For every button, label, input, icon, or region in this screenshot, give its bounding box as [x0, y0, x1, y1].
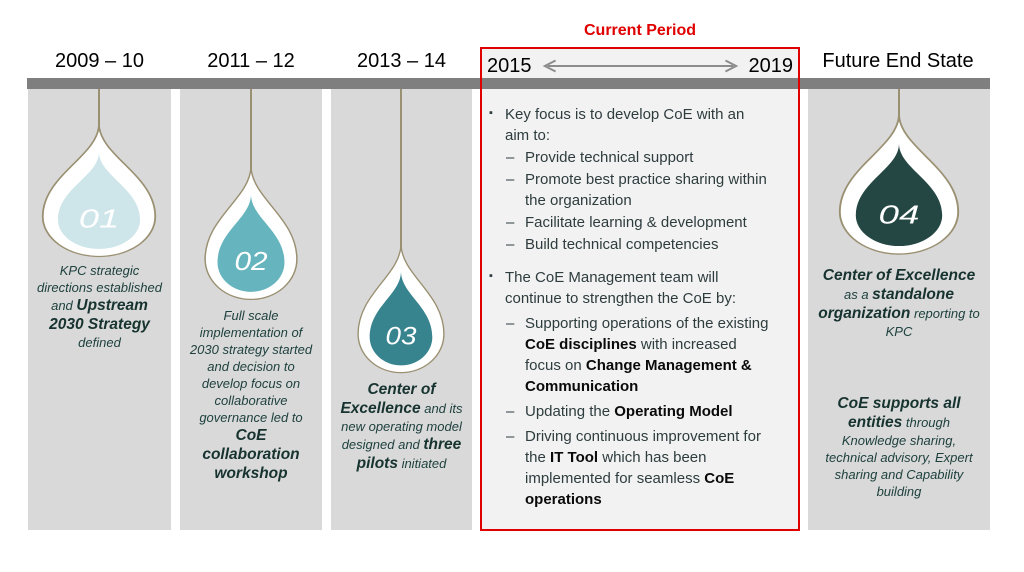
current-period-range: 2015 2019 — [487, 53, 793, 79]
list-item: – Promote best practice sharing within th… — [486, 169, 772, 211]
list-item: – Driving continuous improvement for the … — [486, 426, 772, 510]
list-item: – Facilitate learning & development — [486, 212, 772, 233]
dash-bullet-icon: – — [506, 171, 515, 188]
milestone-text-2013-14: Center of Excellence and its new operati… — [334, 380, 469, 473]
period-label-2009-10: 2009 – 10 — [55, 50, 144, 72]
milestone-1-segment: defined — [78, 335, 121, 350]
square-bullet-icon: ▪ — [489, 270, 493, 282]
milestone-text-2011-12: Full scale implementation of 2030 strate… — [185, 307, 317, 483]
list-item-text: Build technical competencies — [525, 236, 719, 253]
drop-tail-4 — [898, 89, 900, 119]
dash-bullet-icon: – — [506, 214, 515, 231]
drop-tail-3 — [400, 89, 402, 247]
milestone-2-segment: Full scale implementation of 2030 strate… — [189, 308, 313, 425]
current-period-content: ▪ Key focus is to develop CoE with an ai… — [486, 104, 772, 510]
drop-01-number: 01 — [79, 204, 120, 233]
milestone-3-segment: and its new operating model designed and — [341, 401, 463, 452]
drop-01-inner — [57, 152, 141, 249]
list-item-text: Promote best practice sharing within the… — [525, 171, 767, 209]
milestone-2-emphasis: CoE collaboration workshop — [202, 427, 300, 482]
list-item-emphasis: Operating Model — [614, 403, 733, 420]
milestone-4-emphasis: standalone organization — [818, 286, 954, 322]
period-label-future-end-state: Future End State — [822, 50, 974, 72]
drop-04-number: 04 — [879, 200, 920, 230]
bullet-group-2: ▪ The CoE Management team will continue … — [486, 267, 772, 510]
milestone-3-emphasis: Center of Excellence — [340, 381, 436, 417]
list-item-text: Updating the — [525, 403, 615, 420]
list-item-emphasis: IT Tool — [550, 449, 599, 466]
milestone-drop-04: 04 — [838, 115, 960, 255]
list-item-text: which has been implemented for seamless — [525, 449, 707, 487]
milestone-1-emphasis: Upstream 2030 Strategy — [49, 297, 150, 333]
bullet-group-1-items: – Provide technical support – Promote best… — [486, 147, 772, 255]
drop-03-inner — [369, 271, 433, 366]
drop-02-number: 02 — [234, 247, 268, 276]
milestone-1-segment: KPC strategic directions established and — [36, 263, 163, 313]
list-item-text: with increased focus on — [525, 336, 737, 374]
milestone-4b-emphasis: CoE supports all entities — [837, 395, 961, 431]
dash-bullet-icon: – — [506, 236, 515, 253]
milestone-4-segment: reporting to KPC — [885, 306, 980, 339]
milestone-3-segment: initiated — [397, 456, 447, 471]
list-item: – Provide technical support — [486, 147, 772, 168]
list-item-text: Supporting operations of the existing — [525, 315, 769, 332]
milestone-3-emphasis: three pilots — [356, 436, 462, 472]
bullet-group-2-items: – Supporting operations of the existing C… — [486, 313, 772, 510]
dash-bullet-icon: – — [506, 149, 515, 166]
list-item: – Updating the Operating Model — [486, 401, 772, 422]
drop-04-inner — [855, 143, 943, 247]
period-label-2013-14: 2013 – 14 — [357, 50, 446, 72]
list-item-text: Provide technical support — [525, 149, 694, 166]
double-arrow-icon — [542, 59, 738, 73]
current-period-panel — [480, 47, 800, 531]
milestone-drop-02: 02 — [204, 167, 298, 300]
dash-bullet-icon: – — [506, 428, 515, 445]
drop-tail-2 — [250, 89, 252, 173]
milestone-4-segment: as a — [843, 287, 873, 302]
list-item-emphasis: CoE operations — [525, 470, 735, 508]
current-period-title: Current Period — [583, 22, 696, 39]
milestone-drop-01: 01 — [41, 125, 157, 258]
square-bullet-icon: ▪ — [489, 107, 493, 119]
dash-bullet-icon: – — [506, 315, 515, 332]
bullet-group-2-lead-text: The CoE Management team will continue to… — [505, 269, 736, 307]
bullet-group-2-lead: ▪ The CoE Management team will continue … — [486, 267, 772, 309]
list-item: – Build technical competencies — [486, 234, 772, 255]
milestone-drop-03: 03 — [357, 245, 445, 374]
list-item-text: Driving continuous improvement for the — [525, 428, 761, 466]
bullet-group-1-lead-text: Key focus is to develop CoE with an aim … — [505, 106, 745, 144]
milestone-4b-segment: through Knowledge sharing, technical adv… — [825, 415, 973, 499]
dash-bullet-icon: – — [506, 403, 515, 420]
milestone-4-emphasis: Center of Excellence — [822, 267, 976, 284]
drop-02-inner — [217, 194, 285, 292]
list-item-text: Facilitate learning & development — [525, 214, 747, 231]
list-item-emphasis: CoE disciplines — [525, 336, 637, 353]
bullet-group-1-lead: ▪ Key focus is to develop CoE with an ai… — [486, 104, 772, 146]
drop-03-number: 03 — [386, 322, 417, 350]
milestone-text-2009-10: KPC strategic directions established and… — [34, 262, 165, 351]
milestone-text-future-2: CoE supports all entities through Knowle… — [817, 394, 981, 500]
year-start-label: 2015 — [487, 54, 532, 77]
period-label-2011-12: 2011 – 12 — [207, 50, 295, 72]
list-item: – Supporting operations of the existing C… — [486, 313, 772, 397]
list-item-emphasis: Change Management & Communication — [525, 357, 752, 395]
year-end-label: 2019 — [748, 54, 794, 77]
milestone-text-future-1: Center of Excellence as a standalone org… — [817, 266, 981, 340]
timeline-bar — [27, 78, 990, 89]
drop-tail-1 — [98, 89, 100, 131]
current-period-border — [480, 47, 800, 531]
